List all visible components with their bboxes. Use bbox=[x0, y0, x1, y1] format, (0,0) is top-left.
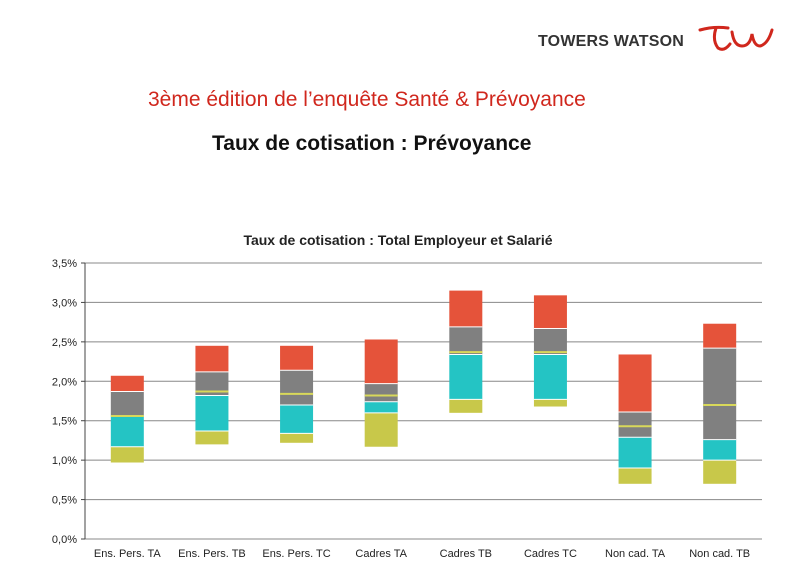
bar-segment bbox=[533, 328, 567, 355]
bar-segment bbox=[703, 439, 737, 461]
x-category-label: Non cad. TA bbox=[605, 548, 666, 560]
grid bbox=[81, 262, 762, 540]
bar-segment bbox=[195, 371, 229, 396]
x-category-label: Non cad. TB bbox=[689, 548, 750, 560]
bar-segment bbox=[618, 354, 652, 413]
stacked-range-chart: Taux de cotisation : Total Employeur et … bbox=[52, 232, 762, 560]
bar-segment bbox=[449, 354, 483, 400]
bar-segment bbox=[449, 399, 483, 413]
report-subtitle: Taux de cotisation : Prévoyance bbox=[212, 132, 532, 155]
bar-segment bbox=[364, 383, 398, 402]
bar-segment bbox=[618, 468, 652, 484]
bar-segment bbox=[703, 348, 737, 440]
y-tick-label: 0,0% bbox=[52, 534, 77, 546]
bar-segment bbox=[533, 295, 567, 329]
y-tick-label: 3,5% bbox=[52, 258, 77, 270]
bar-segment bbox=[449, 290, 483, 327]
bar-segment bbox=[449, 326, 483, 355]
brand-name: TOWERS WATSON bbox=[538, 33, 685, 50]
chart-title: Taux de cotisation : Total Employeur et … bbox=[243, 232, 552, 248]
x-category-label: Ens. Pers. TA bbox=[94, 548, 162, 560]
bar-segment bbox=[280, 370, 314, 405]
bars bbox=[110, 290, 737, 484]
bar-segment bbox=[533, 354, 567, 400]
y-tick-label: 3,0% bbox=[52, 297, 77, 309]
bar-segment bbox=[280, 433, 314, 443]
bar-segment bbox=[533, 399, 567, 407]
bar-segment bbox=[364, 339, 398, 384]
bar-segment bbox=[703, 323, 737, 349]
y-tick-label: 2,0% bbox=[52, 376, 77, 388]
bar-segment bbox=[110, 391, 144, 416]
x-category-label: Cadres TA bbox=[355, 548, 407, 560]
bar-segment bbox=[195, 430, 229, 445]
y-tick-label: 1,5% bbox=[52, 416, 77, 428]
bar-segment bbox=[195, 395, 229, 431]
bar-segment bbox=[703, 460, 737, 484]
report-title: 3ème édition de l’enquête Santé & Prévoy… bbox=[148, 88, 586, 111]
bar-segment bbox=[280, 345, 314, 371]
x-category-label: Cadres TC bbox=[524, 548, 577, 560]
x-category-label: Ens. Pers. TB bbox=[178, 548, 246, 560]
y-tick-label: 0,5% bbox=[52, 495, 77, 507]
bar-segment bbox=[110, 415, 144, 447]
bar-segment bbox=[110, 446, 144, 463]
x-category-label: Cadres TB bbox=[440, 548, 492, 560]
bar-segment bbox=[364, 401, 398, 413]
y-tick-label: 1,0% bbox=[52, 455, 77, 467]
bar-segment bbox=[618, 437, 652, 469]
bar-segment bbox=[364, 412, 398, 447]
x-category-label: Ens. Pers. TC bbox=[262, 548, 330, 560]
y-tick-label: 2,5% bbox=[52, 337, 77, 349]
bar-segment bbox=[280, 404, 314, 434]
bar-segment bbox=[618, 412, 652, 438]
bar-segment bbox=[195, 345, 229, 372]
bar-segment bbox=[110, 375, 144, 392]
labels: 0,0% 0,5% 1,0% 1,5% 2,0% 2,5% 3,0% 3,5% Ens. Per… bbox=[52, 258, 750, 560]
brand-logo-icon bbox=[698, 25, 774, 51]
